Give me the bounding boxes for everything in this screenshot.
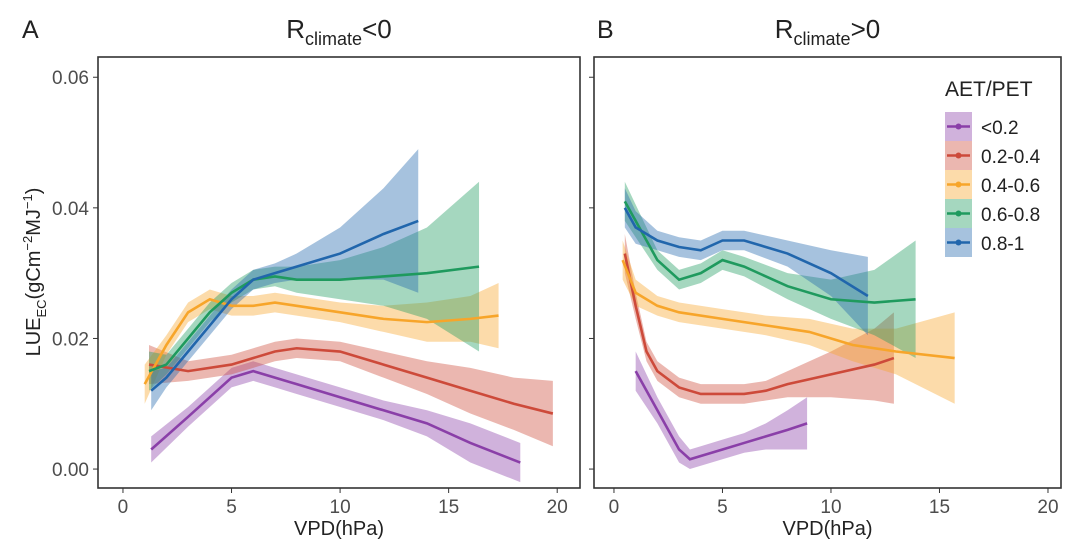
smooth-line	[623, 207, 869, 298]
legend-key-dot	[955, 152, 962, 159]
legend-key-dot	[955, 123, 962, 130]
smooth-line	[148, 346, 554, 415]
y-label-part: (gCm	[23, 251, 45, 300]
confidence-band	[624, 181, 916, 359]
smooth-line	[150, 369, 521, 464]
y-tick-label: 0.06	[52, 68, 89, 89]
y-tick-label: 0.04	[52, 199, 89, 220]
x-tick-label: 15	[929, 497, 950, 518]
y-tick-label: 0.02	[52, 329, 89, 350]
confidence-band	[151, 149, 419, 411]
legend-key-dot	[955, 181, 962, 188]
plot-frame	[593, 56, 1062, 489]
title-main: R	[286, 14, 305, 44]
confidence-band	[622, 240, 955, 404]
title-suffix: <0	[362, 14, 392, 44]
confidence-band	[624, 188, 868, 336]
x-tick-label: 20	[1037, 497, 1058, 518]
legend-title: AET/PET	[945, 78, 1033, 101]
confidence-band	[635, 351, 808, 470]
panel: A Rclimate<0 0 5 10 15 20 0.00 0.02 0.04 0.06 VPD(h…	[20, 14, 581, 540]
y-label-part: MJ	[23, 209, 45, 236]
x-axis-label: VPD(hPa)	[294, 518, 384, 540]
x-tick-label: 5	[717, 497, 728, 518]
x-tick-label: 5	[226, 497, 237, 518]
y-label-part: −2	[20, 236, 35, 251]
y-label-part: )	[23, 188, 45, 195]
legend-label: 0.2-0.4	[981, 147, 1041, 168]
smooth-line	[150, 219, 419, 392]
legend-label: 0.6-0.8	[981, 205, 1040, 226]
confidence-band	[144, 282, 499, 404]
title-sub: climate	[794, 29, 851, 49]
panel-title: Rclimate<0	[286, 14, 391, 49]
smooth-line	[623, 200, 916, 304]
title-main: R	[775, 14, 794, 44]
confidence-band	[151, 361, 521, 483]
legend-key-dot	[955, 210, 962, 217]
title-suffix: >0	[851, 14, 881, 44]
smooth-line	[623, 253, 895, 396]
legend-label: <0.2	[981, 118, 1019, 139]
y-tick-label: 0.00	[52, 460, 89, 481]
legend-key-dot	[955, 239, 962, 246]
confidence-band	[149, 338, 553, 447]
smooth-line	[621, 259, 955, 360]
confidence-band	[624, 233, 894, 404]
y-label-part: LUE	[23, 318, 45, 357]
x-tick-label: 20	[547, 497, 568, 518]
y-label-part: −1	[20, 194, 35, 209]
x-tick-label: 0	[609, 497, 620, 518]
panel-label: A	[22, 16, 39, 44]
x-tick-label: 10	[330, 497, 351, 518]
legend-label: 0.4-0.6	[981, 176, 1040, 197]
smooth-line	[143, 297, 499, 385]
panel: B Rclimate>0 0 5 10 15 20 VPD(hPa) AET/PET <0.2 0.…	[589, 14, 1062, 540]
title-sub: climate	[305, 29, 362, 49]
x-tick-label: 0	[118, 497, 129, 518]
smooth-line	[634, 370, 808, 461]
x-axis-label: VPD(hPa)	[782, 518, 872, 540]
y-axis-label: LUEEC(gCm−2MJ−1)	[20, 188, 49, 357]
y-label-part: EC	[34, 299, 49, 317]
smooth-line	[148, 265, 480, 373]
panel-label: B	[597, 16, 614, 44]
plot-frame	[97, 56, 581, 489]
legend-label: 0.8-1	[981, 234, 1024, 255]
x-tick-label: 15	[438, 497, 459, 518]
x-tick-label: 10	[820, 497, 841, 518]
confidence-band	[149, 181, 480, 391]
panel-title: Rclimate>0	[775, 14, 880, 49]
